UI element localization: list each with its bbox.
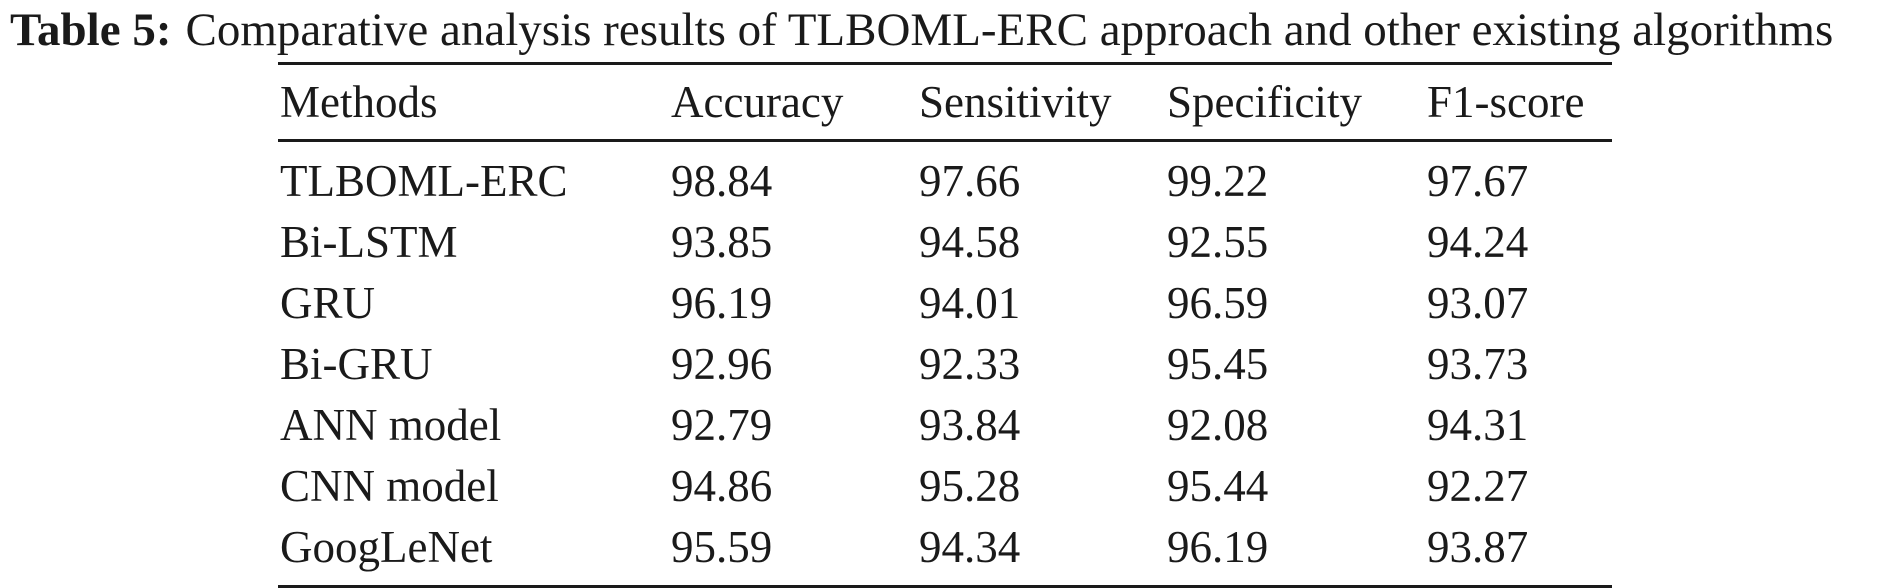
method-cell: TLBOML-ERC (280, 155, 568, 206)
method-cell: GoogLeNet (280, 521, 493, 572)
table-header-row: Methods Accuracy Sensitivity Specificity… (278, 65, 1612, 139)
table-row: TLBOML-ERC 98.84 97.66 99.22 97.67 (278, 150, 1612, 211)
f1-score-cell: 93.73 (1427, 338, 1529, 389)
table-row: GoogLeNet 95.59 94.34 96.19 93.87 (278, 516, 1612, 577)
method-cell: Bi-GRU (280, 338, 433, 389)
f1-score-cell: 94.24 (1427, 216, 1529, 267)
f1-score-cell: 93.07 (1427, 277, 1529, 328)
method-cell: GRU (280, 277, 376, 328)
table-caption: Table 5: Comparative analysis results of … (10, 2, 1885, 58)
specificity-cell: 95.45 (1167, 338, 1269, 389)
f1-score-cell: 92.27 (1427, 460, 1529, 511)
table-row: ANN model 92.79 93.84 92.08 94.31 (278, 394, 1612, 455)
method-cell: Bi-LSTM (280, 216, 458, 267)
method-cell: CNN model (280, 460, 499, 511)
header-specificity: Specificity (1167, 77, 1362, 127)
table-row: CNN model 94.86 95.28 95.44 92.27 (278, 455, 1612, 516)
table-row: GRU 96.19 94.01 96.59 93.07 (278, 272, 1612, 333)
table-caption-text: Comparative analysis results of TLBOML-E… (185, 4, 1834, 56)
accuracy-cell: 95.59 (671, 521, 773, 572)
accuracy-cell: 96.19 (671, 277, 773, 328)
f1-score-cell: 97.67 (1427, 155, 1529, 206)
table-header-rule (278, 139, 1612, 142)
specificity-cell: 96.59 (1167, 277, 1269, 328)
table-row: Bi-GRU 92.96 92.33 95.45 93.73 (278, 333, 1612, 394)
specificity-cell: 92.08 (1167, 399, 1269, 450)
f1-score-cell: 94.31 (1427, 399, 1529, 450)
header-sensitivity: Sensitivity (919, 77, 1112, 127)
table-caption-label: Table 5: (10, 4, 172, 56)
sensitivity-cell: 94.58 (919, 216, 1021, 267)
sensitivity-cell: 92.33 (919, 338, 1021, 389)
specificity-cell: 96.19 (1167, 521, 1269, 572)
header-f1-score: F1-score (1427, 77, 1585, 127)
sensitivity-cell: 94.01 (919, 277, 1021, 328)
f1-score-cell: 93.87 (1427, 521, 1529, 572)
sensitivity-cell: 94.34 (919, 521, 1021, 572)
accuracy-cell: 92.96 (671, 338, 773, 389)
table-top-rule (278, 62, 1612, 65)
accuracy-cell: 98.84 (671, 155, 773, 206)
accuracy-cell: 93.85 (671, 216, 773, 267)
table-row: Bi-LSTM 93.85 94.58 92.55 94.24 (278, 211, 1612, 272)
method-cell: ANN model (280, 399, 502, 450)
results-table: Methods Accuracy Sensitivity Specificity… (278, 62, 1612, 588)
specificity-cell: 99.22 (1167, 155, 1269, 206)
specificity-cell: 95.44 (1167, 460, 1269, 511)
header-accuracy: Accuracy (671, 77, 844, 127)
accuracy-cell: 92.79 (671, 399, 773, 450)
accuracy-cell: 94.86 (671, 460, 773, 511)
sensitivity-cell: 95.28 (919, 460, 1021, 511)
header-methods: Methods (280, 77, 438, 127)
sensitivity-cell: 97.66 (919, 155, 1021, 206)
sensitivity-cell: 93.84 (919, 399, 1021, 450)
specificity-cell: 92.55 (1167, 216, 1269, 267)
